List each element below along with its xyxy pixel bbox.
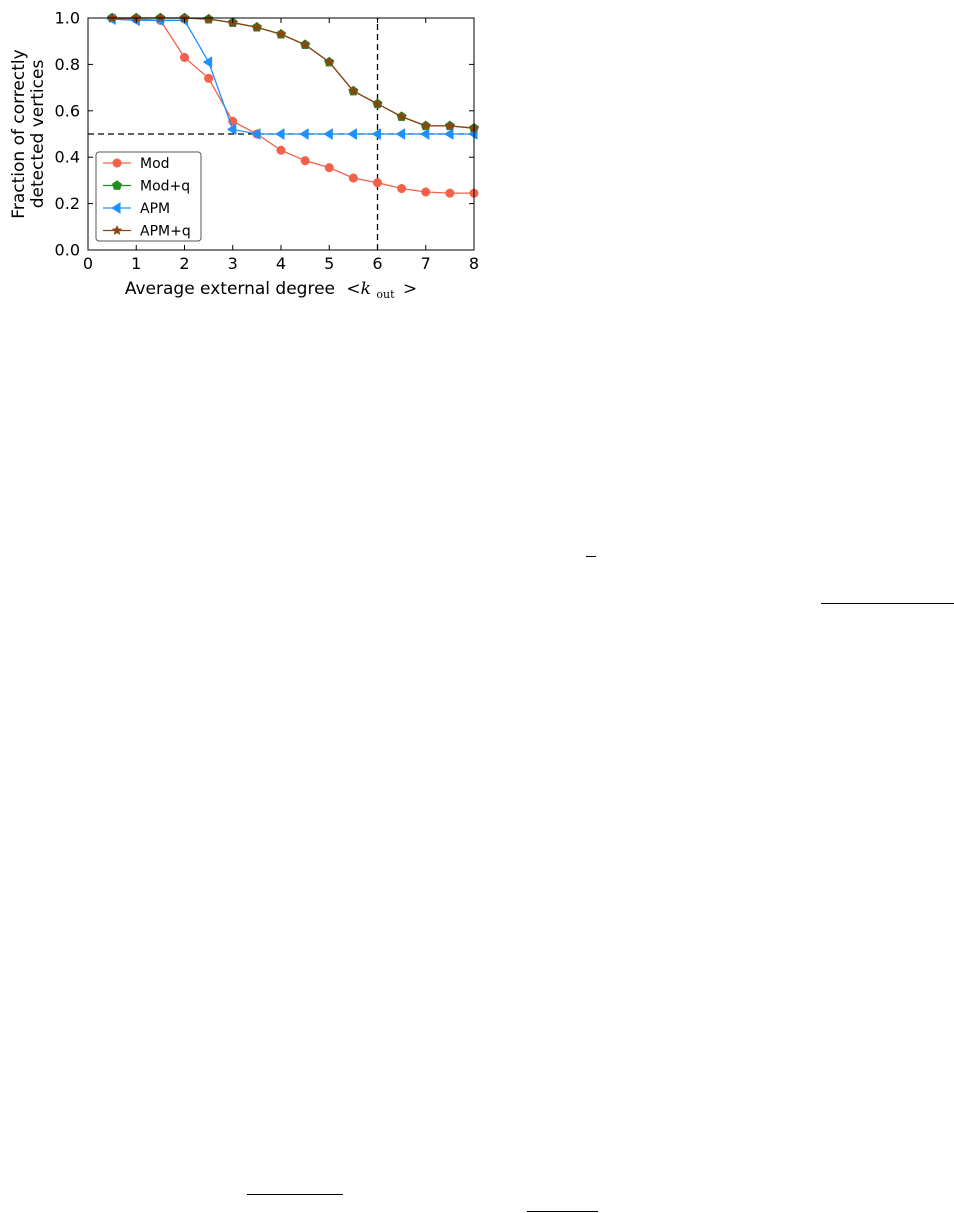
- legend-label: Mod: [140, 156, 170, 172]
- data-point: [204, 73, 214, 83]
- y-axis-label-line2: detected vertices: [28, 60, 48, 209]
- data-point: [202, 56, 213, 69]
- data-point: [421, 187, 431, 197]
- data-point: [300, 156, 310, 166]
- y-axis: 0.0 0.2 0.4 0.6 0.8 1.0: [55, 9, 474, 260]
- legend-item: Mod+q: [103, 179, 190, 195]
- data-point: [226, 123, 237, 136]
- line-chart: 0 1 2 3 4 5 6 7 8 0.0 0.2 0.4 0.6 0.8 1.0 Mod Mod+q APM…: [9, 9, 480, 303]
- data-point: [395, 128, 406, 140]
- series-line: [112, 17, 475, 129]
- x-axis: 0 1 2 3 4 5 6 7 8: [83, 18, 479, 273]
- x-tick-label: 2: [179, 254, 189, 273]
- y-tick-label: 1.0: [55, 9, 80, 28]
- series-apm: [106, 13, 478, 140]
- data-point: [445, 188, 455, 198]
- data-point: [299, 128, 309, 140]
- series-line: [112, 17, 475, 129]
- data-point: [397, 183, 407, 194]
- y-tick-label: 0.6: [55, 101, 80, 120]
- y-tick-label: 0.8: [55, 55, 80, 74]
- legend-marker: [111, 180, 123, 190]
- data-point: [250, 128, 261, 140]
- legend-item: APM: [103, 201, 170, 217]
- x-axis-label: Average external degree <k out >: [125, 279, 417, 303]
- legend-item: APM+q: [103, 224, 191, 240]
- x-tick-label: 6: [372, 254, 382, 273]
- x-tick-label: 1: [131, 254, 141, 273]
- data-point: [420, 120, 432, 131]
- stray-rule-3: [247, 1194, 343, 1195]
- series-mod-plus-q: [107, 12, 480, 133]
- legend-box: [95, 151, 202, 242]
- data-point: [179, 52, 190, 62]
- data-point: [348, 173, 358, 183]
- series-apm-plus-q: [106, 12, 480, 133]
- data-point: [372, 98, 383, 109]
- legend-label: APM+q: [140, 224, 191, 240]
- x-tick-label: 3: [228, 254, 238, 273]
- legend: Mod Mod+q APM APM+q: [95, 151, 202, 242]
- data-point: [348, 85, 359, 96]
- legend-label: APM: [140, 201, 170, 217]
- y-tick-label: 0.0: [55, 241, 80, 260]
- x-axis-label-math: <k: [346, 279, 371, 299]
- legend-marker: [111, 224, 123, 236]
- y-tick-label: 0.2: [55, 194, 80, 213]
- data-point: [324, 163, 334, 173]
- x-tick-label: 4: [276, 254, 286, 273]
- data-point: [444, 120, 456, 131]
- data-point: [323, 56, 335, 67]
- x-tick-label: 0: [83, 254, 93, 273]
- y-axis-label-line1: Fraction of correctly: [9, 49, 29, 218]
- data-point: [372, 178, 383, 188]
- data-point: [371, 128, 382, 140]
- series-line: [112, 18, 474, 135]
- legend-marker: [112, 158, 122, 168]
- legend-label: Mod+q: [140, 179, 190, 195]
- series-line: [112, 17, 474, 194]
- data-point: [443, 128, 454, 140]
- data-point: [251, 21, 263, 32]
- legend-item: Mod: [103, 156, 170, 172]
- data-point: [323, 128, 333, 140]
- data-point: [276, 145, 286, 155]
- stray-rule-1: [586, 556, 596, 557]
- stray-rule-4: [527, 1211, 598, 1212]
- x-axis-label-subscript: out: [376, 288, 395, 301]
- data-point: [299, 39, 311, 50]
- data-point: [347, 128, 357, 140]
- x-tick-label: 7: [421, 254, 431, 273]
- series-group: [106, 12, 480, 198]
- x-tick-label: 5: [324, 254, 334, 273]
- data-point: [396, 110, 407, 122]
- x-axis-label-close: >: [403, 279, 417, 299]
- stray-rule-2: [821, 603, 954, 604]
- x-tick-label: 8: [469, 254, 479, 273]
- data-point: [275, 128, 285, 140]
- data-point: [419, 128, 430, 140]
- x-axis-label-text: Average external degree: [125, 279, 335, 299]
- y-tick-label: 0.4: [55, 148, 80, 167]
- legend-marker: [111, 202, 121, 214]
- data-point: [275, 28, 287, 39]
